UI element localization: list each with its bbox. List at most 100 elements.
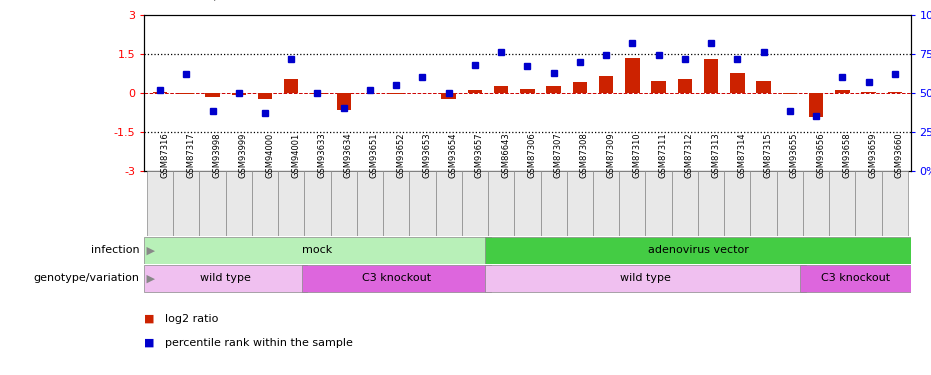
Text: GSM87311: GSM87311 <box>658 133 668 178</box>
Text: adenovirus vector: adenovirus vector <box>648 245 749 255</box>
Bar <box>144 237 491 264</box>
Bar <box>173 171 199 236</box>
Bar <box>619 171 645 236</box>
Bar <box>861 92 876 93</box>
Bar <box>599 76 614 93</box>
Bar <box>541 171 567 236</box>
Text: GSM93653: GSM93653 <box>423 133 431 178</box>
Text: GSM87316: GSM87316 <box>160 133 169 178</box>
Bar <box>147 171 173 236</box>
Bar <box>887 92 902 93</box>
Bar <box>678 78 692 93</box>
Text: log2 ratio: log2 ratio <box>165 314 218 324</box>
Bar <box>153 92 168 93</box>
Bar <box>144 265 307 292</box>
Bar <box>724 171 750 236</box>
Bar <box>698 171 724 236</box>
Bar <box>573 82 587 93</box>
Text: GSM94001: GSM94001 <box>291 133 301 178</box>
Bar <box>645 171 672 236</box>
Text: GSM87315: GSM87315 <box>763 133 773 178</box>
Bar <box>258 93 272 99</box>
Bar <box>389 93 403 94</box>
Bar <box>252 171 278 236</box>
Bar <box>199 171 225 236</box>
Text: ▶: ▶ <box>143 245 155 255</box>
Text: mock: mock <box>303 245 332 255</box>
Bar <box>467 90 482 93</box>
Bar <box>520 89 534 93</box>
Text: GSM93998: GSM93998 <box>212 133 222 178</box>
Bar <box>704 59 719 93</box>
Bar <box>730 74 745 93</box>
Bar <box>302 265 491 292</box>
Bar <box>304 171 331 236</box>
Text: GSM87309: GSM87309 <box>606 133 615 178</box>
Text: GSM93658: GSM93658 <box>843 133 851 178</box>
Bar <box>336 93 351 110</box>
Text: GSM93652: GSM93652 <box>397 133 405 178</box>
Text: wild type: wild type <box>620 273 671 284</box>
Text: GSM87310: GSM87310 <box>632 133 641 178</box>
Bar <box>206 93 220 97</box>
Text: GSM86643: GSM86643 <box>501 133 510 178</box>
Bar <box>809 93 823 117</box>
Text: C3 knockout: C3 knockout <box>361 273 431 284</box>
Bar <box>331 171 357 236</box>
Bar <box>485 237 911 264</box>
Bar <box>225 171 252 236</box>
Bar <box>625 58 640 93</box>
Bar <box>357 171 383 236</box>
Bar <box>672 171 698 236</box>
Text: C3 knockout: C3 knockout <box>821 273 890 284</box>
Bar <box>801 265 911 292</box>
Bar <box>750 171 776 236</box>
Bar <box>179 93 194 94</box>
Text: GSM93656: GSM93656 <box>816 133 825 178</box>
Bar <box>441 93 456 99</box>
Bar <box>856 171 882 236</box>
Text: ■: ■ <box>144 338 155 348</box>
Bar <box>462 171 488 236</box>
Text: GSM87307: GSM87307 <box>554 133 562 178</box>
Bar <box>776 171 803 236</box>
Text: GSM93999: GSM93999 <box>238 133 248 178</box>
Bar <box>410 171 436 236</box>
Text: genotype/variation: genotype/variation <box>34 273 140 284</box>
Bar <box>652 81 666 93</box>
Text: GSM87317: GSM87317 <box>186 133 196 178</box>
Text: wild type: wild type <box>200 273 251 284</box>
Text: GSM93659: GSM93659 <box>869 133 878 178</box>
Bar <box>485 265 805 292</box>
Text: GSM93651: GSM93651 <box>370 133 379 178</box>
Bar <box>567 171 593 236</box>
Bar <box>494 86 508 93</box>
Text: GSM93634: GSM93634 <box>344 133 353 178</box>
Text: ▶: ▶ <box>143 273 155 284</box>
Text: infection: infection <box>91 245 140 255</box>
Text: GSM94000: GSM94000 <box>265 133 274 178</box>
Bar <box>278 171 304 236</box>
Bar <box>232 93 246 95</box>
Bar <box>882 171 908 236</box>
Text: GSM87306: GSM87306 <box>527 133 536 178</box>
Bar <box>284 78 299 93</box>
Text: GSM87314: GSM87314 <box>737 133 747 178</box>
Bar <box>488 171 514 236</box>
Text: GSM93654: GSM93654 <box>449 133 458 178</box>
Bar <box>593 171 619 236</box>
Bar <box>803 171 830 236</box>
Text: GSM93655: GSM93655 <box>789 133 799 178</box>
Bar <box>436 171 462 236</box>
Bar <box>756 81 771 93</box>
Bar <box>310 93 325 94</box>
Text: GSM93660: GSM93660 <box>895 133 904 178</box>
Bar <box>383 171 410 236</box>
Text: GSM87312: GSM87312 <box>685 133 694 178</box>
Text: percentile rank within the sample: percentile rank within the sample <box>165 338 353 348</box>
Bar <box>546 86 560 93</box>
Text: ■: ■ <box>144 314 155 324</box>
Text: GSM87308: GSM87308 <box>580 133 589 178</box>
Text: GSM87313: GSM87313 <box>711 133 720 178</box>
Text: GSM93633: GSM93633 <box>317 133 327 178</box>
